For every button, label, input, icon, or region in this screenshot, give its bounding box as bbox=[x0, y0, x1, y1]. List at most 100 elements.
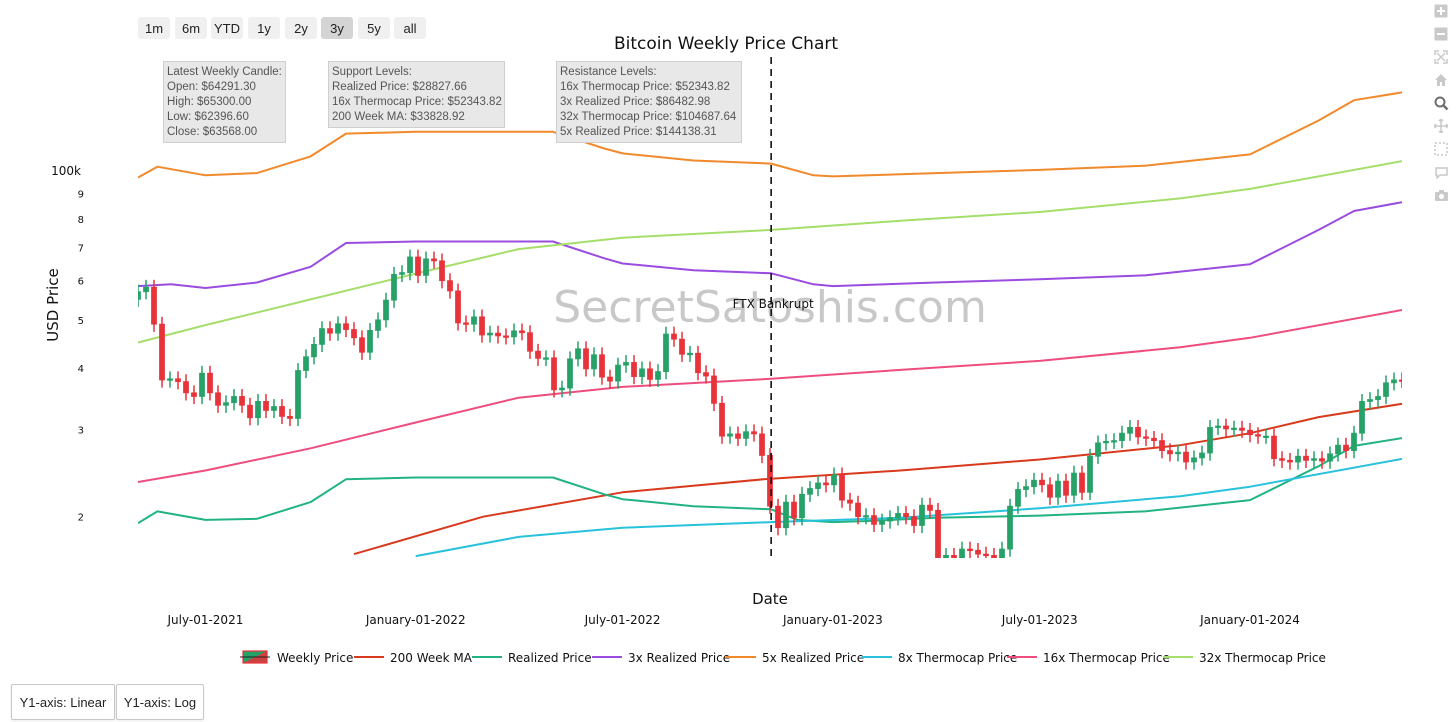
candle bbox=[919, 497, 925, 534]
candle bbox=[983, 546, 989, 558]
candle bbox=[1055, 473, 1061, 505]
candle bbox=[1335, 437, 1341, 462]
legend: Weekly Price 200 Week MA Realized Price 3x … bbox=[240, 650, 1326, 665]
candle bbox=[607, 369, 613, 389]
y-tick-label: 8 bbox=[78, 215, 84, 226]
box-select-icon[interactable] bbox=[1432, 140, 1450, 158]
legend-item[interactable]: 8x Thermocap Price bbox=[862, 651, 1017, 665]
range-button-2y[interactable]: 2y bbox=[285, 17, 317, 39]
legend-item[interactable]: Weekly Price bbox=[240, 650, 353, 665]
camera-icon[interactable] bbox=[1432, 186, 1450, 204]
candle bbox=[591, 347, 597, 377]
candle bbox=[1175, 444, 1181, 462]
range-button-5y[interactable]: 5y bbox=[358, 17, 390, 39]
resistance-5x-realized: 5x Realized Price: $144138.31 bbox=[560, 126, 717, 138]
candle bbox=[159, 316, 165, 388]
watermark: SecretSatoshis.com bbox=[553, 282, 987, 333]
candle bbox=[943, 548, 949, 558]
pan-icon[interactable] bbox=[1432, 117, 1450, 135]
latest-candle-low: Low: $62396.60 bbox=[167, 111, 249, 123]
candle bbox=[847, 492, 853, 511]
range-button-6m[interactable]: 6m bbox=[175, 17, 207, 39]
x-tick-label: January-01-2024 bbox=[1199, 613, 1300, 627]
range-button-3y[interactable]: 3y bbox=[321, 17, 353, 39]
candle bbox=[575, 341, 581, 367]
candle bbox=[1127, 420, 1133, 441]
resistance-16x-thermocap: 16x Thermocap Price: $52343.82 bbox=[560, 81, 730, 93]
legend-item[interactable]: 32x Thermocap Price bbox=[1163, 651, 1326, 665]
legend-item[interactable]: 5x Realized Price bbox=[726, 651, 864, 665]
candle bbox=[703, 365, 709, 384]
candle bbox=[871, 508, 877, 532]
range-button-1y[interactable]: 1y bbox=[248, 17, 280, 39]
candle bbox=[143, 279, 149, 300]
candle bbox=[1359, 394, 1365, 441]
zoom-icon[interactable] bbox=[1432, 94, 1450, 112]
y1-axis-linear-button[interactable]: Y1-axis: Linear bbox=[11, 684, 115, 720]
candle bbox=[1424, 339, 1429, 371]
support-levels-box: Support Levels: Realized Price: $28827.6… bbox=[328, 61, 505, 128]
candle bbox=[1039, 472, 1045, 493]
y-tick-label: 9 bbox=[78, 190, 84, 201]
candle bbox=[975, 542, 981, 558]
candle bbox=[775, 498, 781, 536]
home-icon[interactable] bbox=[1432, 71, 1450, 89]
candle bbox=[503, 328, 509, 345]
legend-label: 8x Thermocap Price bbox=[898, 651, 1017, 665]
candle bbox=[719, 395, 725, 444]
candle bbox=[879, 513, 885, 532]
candle bbox=[375, 312, 381, 339]
candle bbox=[303, 349, 309, 379]
y-axis-label: USD Price bbox=[44, 268, 62, 341]
legend-item[interactable]: 200 Week MA bbox=[354, 651, 473, 665]
hover-label-icon[interactable] bbox=[1432, 163, 1450, 181]
candle bbox=[663, 326, 669, 380]
candle bbox=[1311, 451, 1317, 468]
candle bbox=[639, 361, 645, 385]
candle bbox=[1223, 418, 1229, 437]
legend-item[interactable]: Realized Price bbox=[472, 651, 592, 665]
autoscale-icon[interactable] bbox=[1432, 48, 1450, 66]
candle bbox=[815, 475, 821, 497]
candle bbox=[543, 350, 549, 366]
range-button-1m[interactable]: 1m bbox=[138, 17, 170, 39]
candle bbox=[1135, 420, 1141, 445]
candle bbox=[1063, 473, 1069, 503]
candle bbox=[1279, 451, 1285, 468]
legend-label: 16x Thermocap Price bbox=[1043, 651, 1170, 665]
candle bbox=[823, 475, 829, 493]
candle bbox=[1183, 444, 1189, 470]
range-button-all[interactable]: all bbox=[394, 17, 426, 39]
candle bbox=[271, 399, 277, 419]
series-line-32x-thermocap-price bbox=[138, 160, 1402, 344]
candle bbox=[1263, 428, 1269, 444]
zoom-out-icon[interactable] bbox=[1432, 25, 1450, 43]
candle bbox=[1215, 418, 1221, 436]
candle bbox=[167, 371, 173, 388]
x-tick-label: January-01-2023 bbox=[782, 613, 883, 627]
series-line-3x-realized-price bbox=[138, 201, 1402, 289]
chart-title: Bitcoin Weekly Price Chart bbox=[614, 34, 838, 54]
candle bbox=[327, 321, 333, 341]
candle bbox=[255, 394, 261, 426]
y1-axis-log-button[interactable]: Y1-axis: Log bbox=[116, 684, 204, 720]
legend-item[interactable]: 3x Realized Price bbox=[592, 651, 730, 665]
resistance-3x-realized: 3x Realized Price: $86482.98 bbox=[560, 96, 711, 108]
y-tick-label: 4 bbox=[78, 364, 84, 375]
legend-label: 3x Realized Price bbox=[628, 651, 730, 665]
legend-item[interactable]: 16x Thermocap Price bbox=[1007, 651, 1170, 665]
latest-candle-high: High: $65300.00 bbox=[167, 96, 252, 108]
x-tick-label: July-01-2023 bbox=[1001, 613, 1078, 627]
candle bbox=[791, 494, 797, 526]
resistance-32x-thermocap: 32x Thermocap Price: $104687.64 bbox=[560, 111, 737, 123]
candle bbox=[183, 374, 189, 401]
latest-candle-close: Close: $63568.00 bbox=[167, 126, 258, 138]
candle bbox=[655, 364, 661, 388]
range-button-ytd[interactable]: YTD bbox=[211, 17, 243, 39]
candle bbox=[1440, 341, 1445, 364]
zoom-in-icon[interactable] bbox=[1432, 2, 1450, 20]
candle bbox=[359, 330, 365, 360]
candle bbox=[527, 325, 533, 359]
candle bbox=[343, 316, 349, 338]
candle bbox=[1239, 420, 1245, 438]
